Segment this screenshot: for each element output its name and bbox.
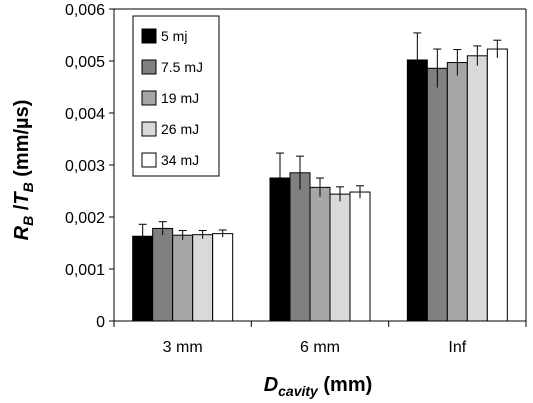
y-title-r-sub: B xyxy=(20,216,36,226)
legend-swatch xyxy=(141,152,157,168)
legend-item-7-5mj: 7.5 mJ xyxy=(141,59,203,75)
legend-label: 19 mJ xyxy=(161,90,199,106)
legend-item-26mj: 26 mJ xyxy=(141,121,199,137)
x-title-sub: cavity xyxy=(278,383,319,399)
bar xyxy=(446,62,468,322)
y-title-r: R xyxy=(11,225,33,240)
y-tick-label: 0,002 xyxy=(65,210,105,227)
bar xyxy=(349,191,371,322)
legend-label: 34 mJ xyxy=(161,152,199,168)
legend-label: 7.5 mJ xyxy=(161,59,203,75)
x-tick-label: 6 mm xyxy=(300,339,340,356)
x-tick-label: Inf xyxy=(448,339,466,356)
y-tick-label: 0,003 xyxy=(65,158,105,175)
bar xyxy=(309,186,331,322)
bar xyxy=(172,234,194,322)
bar xyxy=(466,55,488,322)
bar xyxy=(329,193,351,322)
bar xyxy=(152,227,174,322)
bar xyxy=(212,233,234,322)
y-tick-label: 0,004 xyxy=(65,106,105,123)
x-title-d: D xyxy=(264,374,278,396)
legend-item-19mj: 19 mJ xyxy=(141,90,199,106)
legend-swatch xyxy=(141,121,157,137)
bar xyxy=(132,235,154,322)
bar xyxy=(426,67,448,322)
bar xyxy=(486,48,508,322)
legend-item-34mj: 34 mJ xyxy=(141,152,199,168)
legend-swatch xyxy=(141,28,157,44)
legend-item-5mj: 5 mj xyxy=(141,28,187,44)
y-title-t: T xyxy=(11,191,33,205)
bar xyxy=(406,59,428,322)
y-tick-label: 0,005 xyxy=(65,54,105,71)
bar xyxy=(192,234,214,322)
legend-swatch xyxy=(141,90,157,106)
bar xyxy=(289,172,311,322)
legend-label: 5 mj xyxy=(161,28,187,44)
legend: 5 mj 7.5 mJ 19 mJ 26 mJ 34 mJ xyxy=(132,15,220,177)
x-axis-title: Dcavity (mm) xyxy=(264,374,373,399)
x-tick-label: 3 mm xyxy=(163,339,203,356)
y-axis-title: RB /TB (mm/µs) xyxy=(11,100,36,241)
y-tick-label: 0 xyxy=(96,314,105,331)
y-title-unit: (mm/µs) xyxy=(11,100,33,183)
x-title-unit: (mm) xyxy=(318,374,372,396)
y-title-sep: / xyxy=(11,204,33,216)
y-title-t-sub: B xyxy=(20,182,36,192)
y-tick-label: 0,001 xyxy=(65,262,105,279)
plot-area: 0 0,001 0,002 0,003 0,004 0,005 0,006 3 mm 6 mm I… xyxy=(65,2,527,356)
legend-label: 26 mJ xyxy=(161,121,199,137)
legend-swatch xyxy=(141,59,157,75)
y-tick-label: 0,006 xyxy=(65,2,105,19)
